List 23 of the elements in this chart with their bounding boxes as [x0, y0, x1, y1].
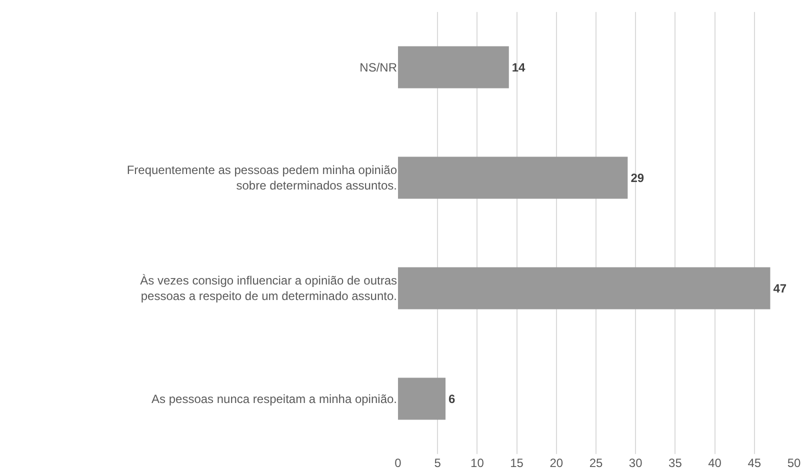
y-tick-label: Frequentemente as pessoas pedem minha opinião sobre determinados assuntos.: [126, 163, 398, 193]
x-tick-label: 50: [787, 456, 801, 470]
x-tick-label: 5: [434, 456, 442, 470]
x-tick-label: 45: [748, 456, 762, 470]
bar: [398, 156, 628, 199]
y-tick-label: As pessoas nunca respeitam a minha opinião.: [152, 392, 397, 406]
data-label: 14: [512, 60, 526, 74]
data-label: 47: [773, 281, 787, 296]
x-tick-label: 40: [708, 456, 722, 470]
x-tick-label: 35: [668, 456, 682, 470]
y-tick-label: NS/NR: [360, 60, 398, 74]
x-tick-label: 30: [628, 456, 643, 470]
data-label: 29: [630, 170, 644, 185]
y-tick-label: Às vezes consigo influenciar a opinião de outras pessoas a respeito de um determinado assunto.: [140, 274, 397, 304]
x-tick-label: 10: [470, 456, 484, 470]
bar: [398, 46, 509, 88]
x-tick-label: 20: [550, 456, 564, 470]
x-tick-label: 0: [394, 456, 402, 470]
x-tick-label: 15: [510, 456, 524, 470]
x-tick-label: 25: [589, 456, 603, 470]
data-label: 6: [448, 392, 456, 406]
bar: [398, 378, 446, 420]
bar: [398, 267, 770, 310]
